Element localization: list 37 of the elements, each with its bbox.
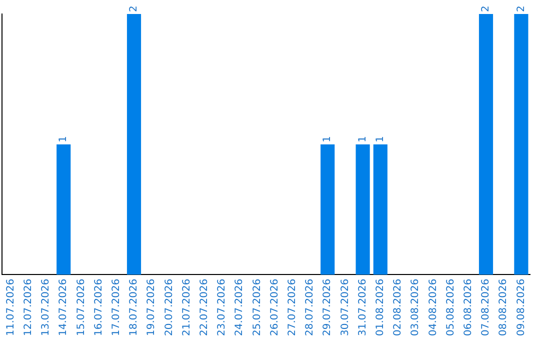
x-tick-label: 21.07.2026 [181,278,192,336]
x-tick-label: 01.08.2026 [374,278,386,336]
x-tick-label: 30.07.2026 [340,278,351,336]
data-label: 1 [322,136,334,142]
x-tick-label: 02.08.2026 [392,278,404,336]
data-label: 2 [480,6,492,12]
x-tick-label: 05.08.2026 [445,278,456,336]
x-tick-label: 22.07.2026 [198,278,210,336]
x-tick-label: 19.07.2026 [146,278,158,336]
x-tick-label: 04.08.2026 [428,278,439,336]
x-tick-label: 09.08.2026 [516,278,527,336]
x-tick-label: 20.07.2026 [164,278,175,336]
x-tick-label: 07.08.2026 [480,278,492,336]
x-tick-label: 23.07.2026 [216,278,228,336]
x-tick-label: 29.07.2026 [322,278,334,336]
x-tick-label: 27.07.2026 [286,278,298,336]
x-tick-label: 03.08.2026 [410,278,422,336]
x-tick-label: 26.07.2026 [269,278,280,336]
x-tick-label: 31.07.2026 [357,278,368,336]
x-tick-label: 11.07.2026 [5,278,16,336]
x-tick-label: 28.07.2026 [304,278,316,336]
x-tick-label: 06.08.2026 [462,278,474,336]
x-tick-label: 16.07.2026 [93,278,104,336]
x-tick-label: 14.07.2026 [58,278,70,336]
x-tick-label: 08.08.2026 [498,278,510,336]
x-tick-label: 18.07.2026 [128,278,140,336]
x-tick-label: 15.07.2026 [76,278,87,336]
x-tick-label: 25.07.2026 [252,278,263,336]
x-tick-label: 17.07.2026 [110,278,122,336]
x-tick-label: 24.07.2026 [234,278,246,336]
x-tick-label: 12.07.2026 [22,278,34,336]
x-tick-label: 13.07.2026 [40,278,52,336]
data-label: 1 [357,136,368,142]
data-label: 2 [516,6,527,12]
data-label: 2 [128,6,140,12]
data-label: 1 [374,136,386,142]
data-label: 1 [58,136,70,142]
